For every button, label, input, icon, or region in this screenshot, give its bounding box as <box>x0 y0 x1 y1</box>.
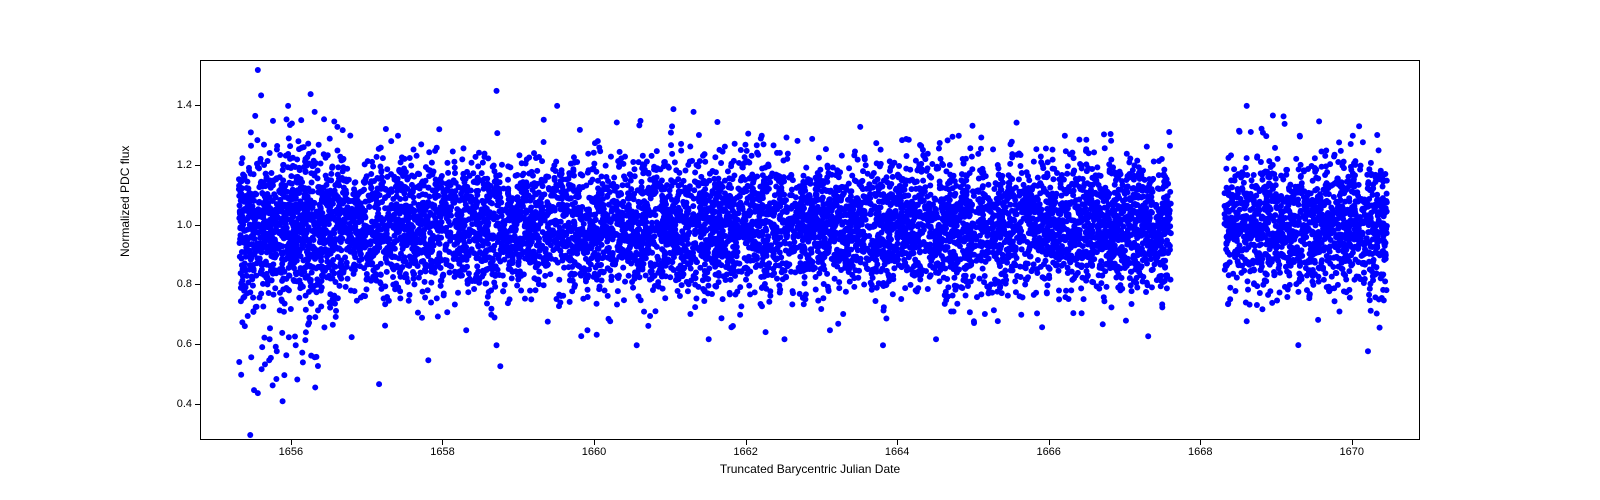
x-tick-label: 1664 <box>885 446 909 458</box>
x-axis-label: Truncated Barycentric Julian Date <box>690 462 930 476</box>
x-tick-label: 1668 <box>1188 446 1212 458</box>
x-tick-label: 1660 <box>582 446 606 458</box>
x-tick-label: 1656 <box>279 446 303 458</box>
y-tick-label: 0.8 <box>164 278 192 290</box>
x-tick-label: 1670 <box>1340 446 1364 458</box>
y-axis-label: Normalized PDC flux <box>118 237 132 257</box>
y-tick-mark <box>195 225 200 226</box>
plot-area <box>200 60 1420 440</box>
y-tick-mark <box>195 165 200 166</box>
x-tick-mark <box>1049 440 1050 445</box>
x-tick-mark <box>1352 440 1353 445</box>
scatter-points <box>201 61 1421 441</box>
y-tick-label: 0.4 <box>164 398 192 410</box>
y-tick-label: 1.4 <box>164 99 192 111</box>
x-tick-mark <box>442 440 443 445</box>
x-tick-mark <box>1200 440 1201 445</box>
x-tick-mark <box>897 440 898 445</box>
y-tick-label: 1.2 <box>164 159 192 171</box>
light-curve-chart: Normalized PDC flux Truncated Barycentri… <box>0 0 1600 500</box>
x-tick-mark <box>746 440 747 445</box>
x-tick-mark <box>291 440 292 445</box>
y-tick-mark <box>195 344 200 345</box>
y-tick-label: 0.6 <box>164 338 192 350</box>
x-tick-label: 1666 <box>1036 446 1060 458</box>
y-tick-label: 1.0 <box>164 219 192 231</box>
x-tick-label: 1658 <box>430 446 454 458</box>
y-tick-mark <box>195 404 200 405</box>
x-tick-label: 1662 <box>733 446 757 458</box>
y-tick-mark <box>195 284 200 285</box>
x-tick-mark <box>594 440 595 445</box>
y-tick-mark <box>195 105 200 106</box>
